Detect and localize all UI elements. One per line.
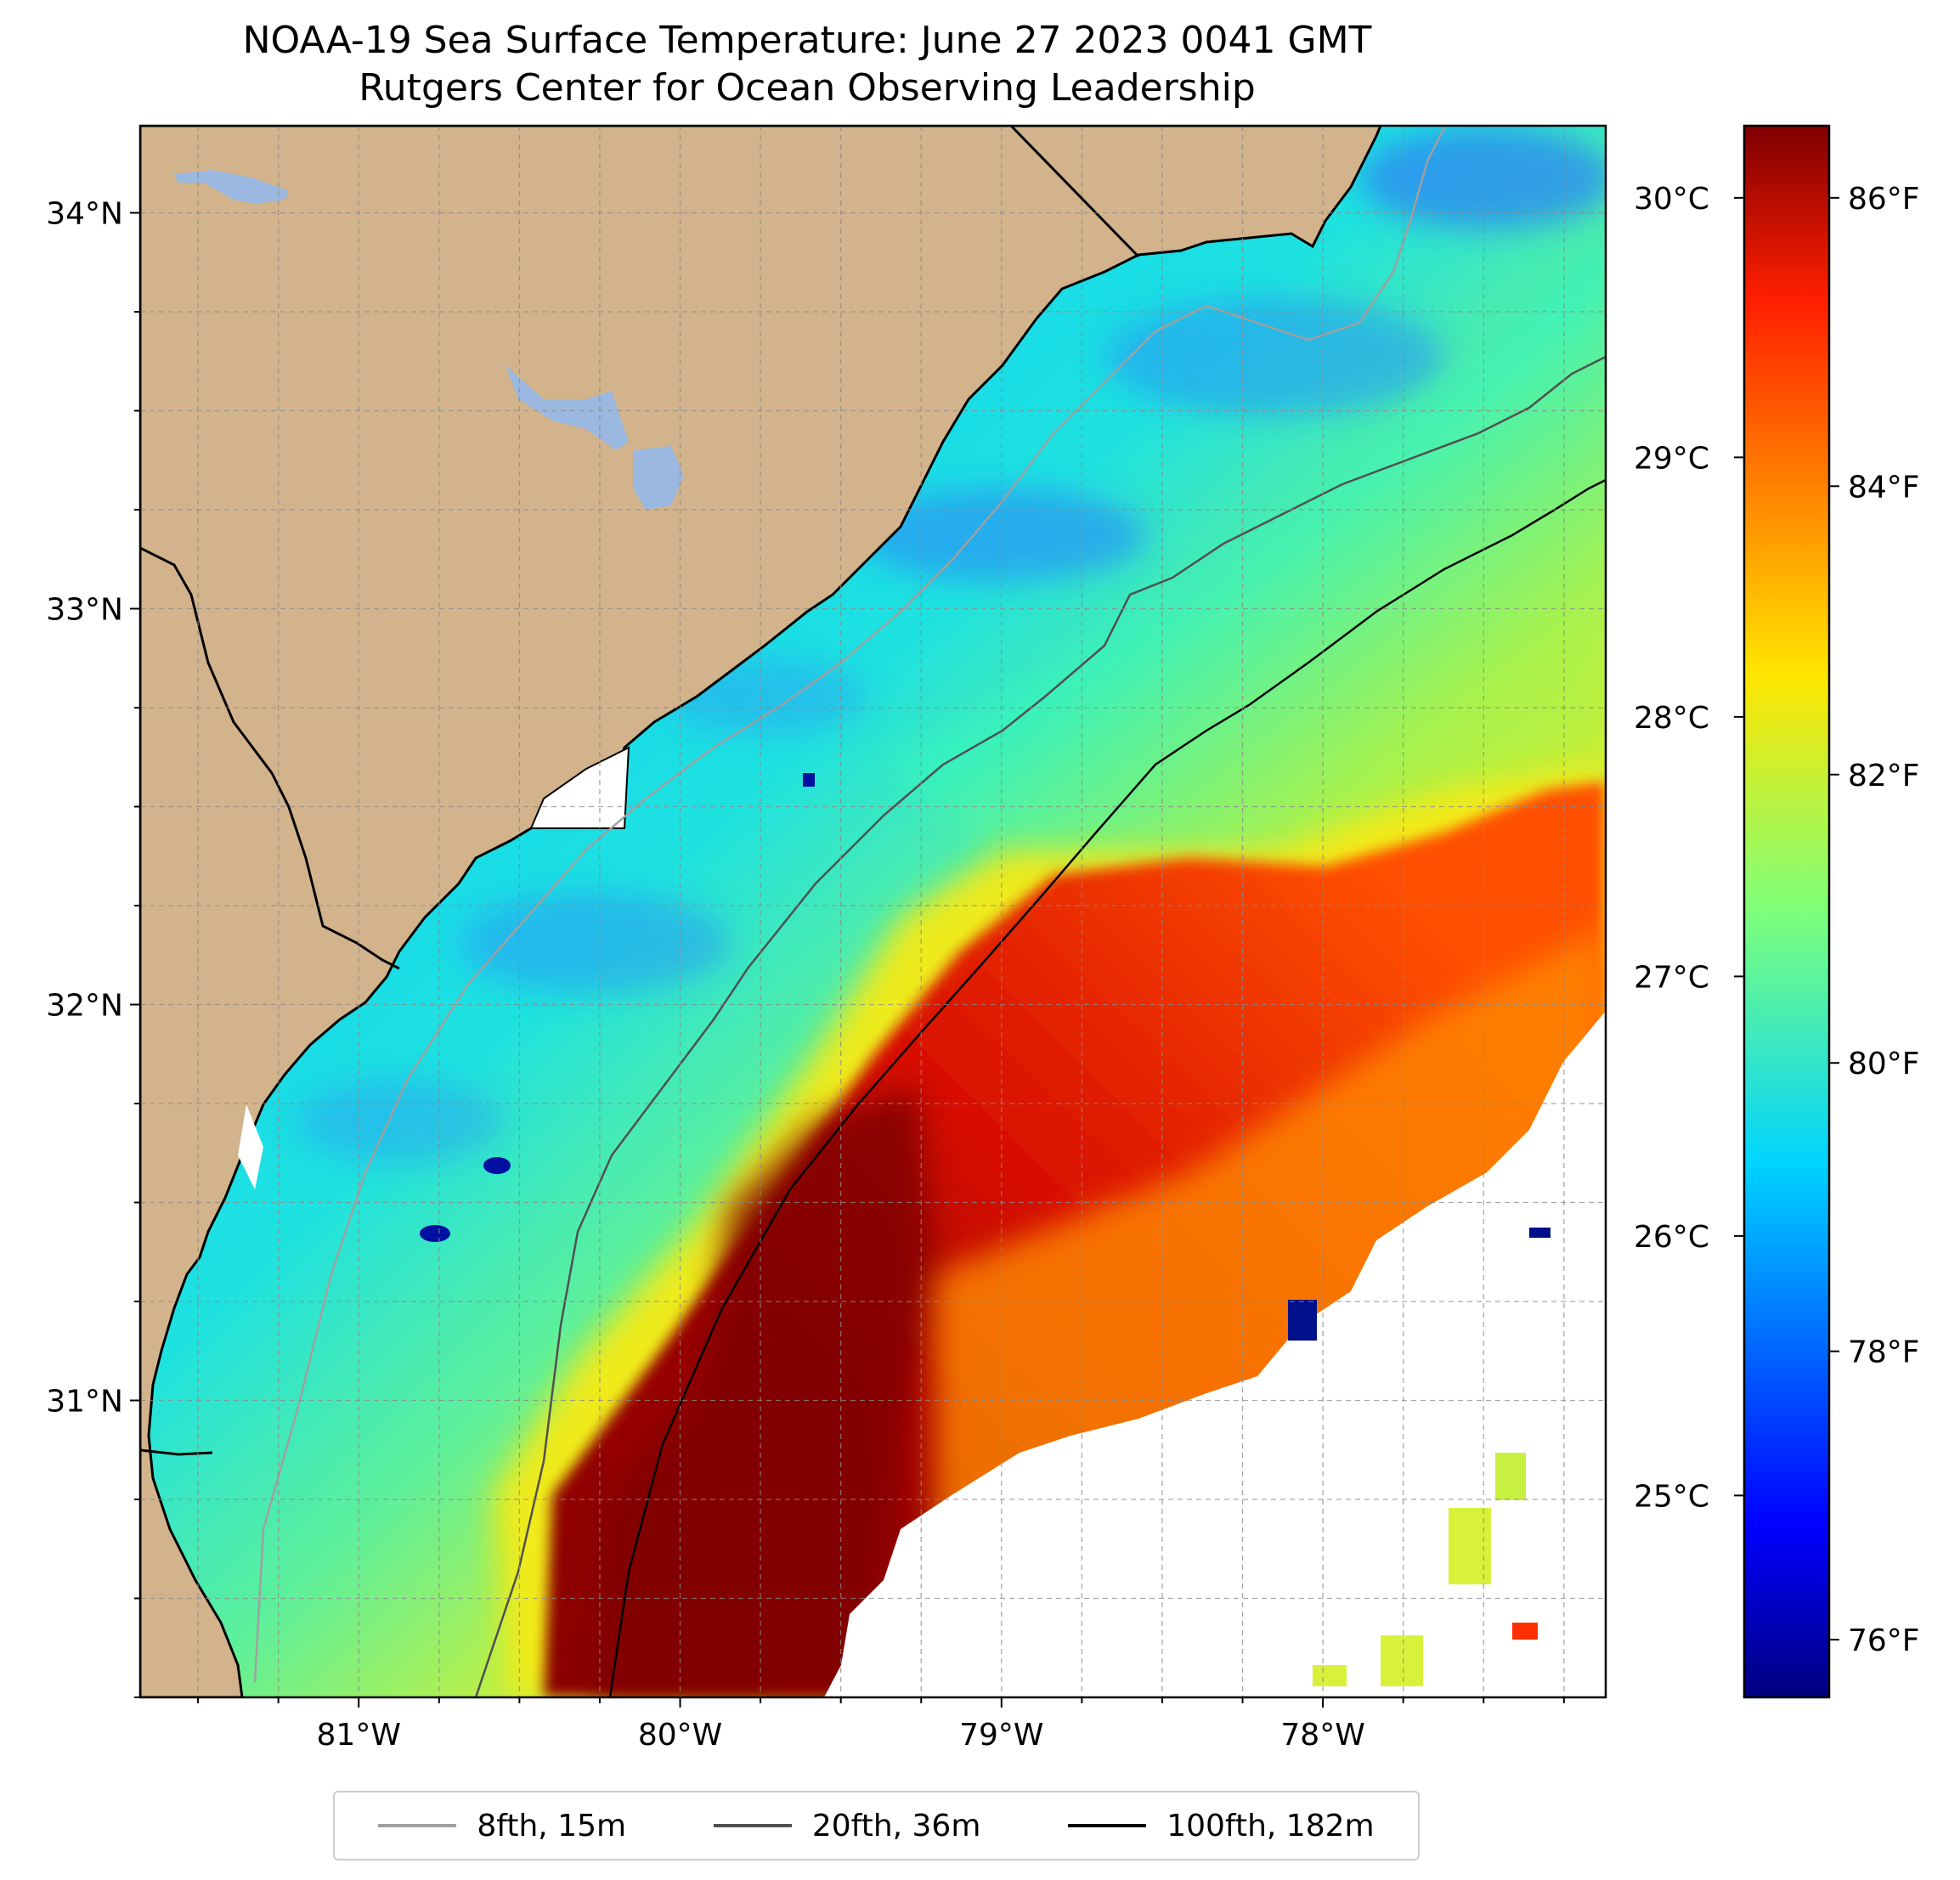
map-frame <box>138 124 1607 1699</box>
legend-label-8fth: 8fth, 15m <box>477 1808 627 1843</box>
lake <box>174 170 289 204</box>
legend-item-100fth: 100fth, 182m <box>1068 1808 1375 1843</box>
colorbar-f-label: 86°F <box>1848 182 1920 217</box>
isobath-8fth <box>253 127 1446 1683</box>
longitude-axis: 81°W 80°W 79°W 78°W <box>197 1697 1565 1753</box>
colorbar-c-label: 29°C <box>1634 441 1709 476</box>
colorbar-c-label: 25°C <box>1634 1479 1709 1514</box>
legend-label-20fth: 20fth, 36m <box>811 1808 981 1843</box>
colorbar-f-label: 82°F <box>1848 759 1920 793</box>
isobath-legend: 8fth, 15m 20fth, 36m 100fth, 182m <box>333 1791 1420 1860</box>
isobath-100fth <box>608 478 1606 1697</box>
map-area <box>140 126 1606 1697</box>
legend-line-100fth <box>1068 1824 1147 1827</box>
colorbar-c-label: 28°C <box>1634 701 1709 736</box>
lon-label: 80°W <box>638 1718 722 1753</box>
lon-label: 79°W <box>959 1718 1043 1753</box>
legend-label-100fth: 100fth, 182m <box>1166 1808 1375 1843</box>
colorbar-c-label: 26°C <box>1634 1220 1709 1255</box>
colorbar <box>1743 124 1831 1699</box>
colorbar-f-label: 76°F <box>1848 1623 1920 1658</box>
warm-speck <box>1512 1623 1538 1640</box>
legend-item-20fth: 20fth, 36m <box>713 1808 981 1843</box>
cold-speck <box>1288 1300 1317 1341</box>
lat-label: 32°N <box>46 989 123 1024</box>
lon-label: 81°W <box>317 1718 401 1753</box>
warm-speck <box>1381 1635 1423 1686</box>
colorbar-c-label: 27°C <box>1634 960 1709 995</box>
state-border-sc-ga <box>140 546 400 970</box>
colorbar-celsius-axis: 30°C 29°C 28°C 27°C 26°C 25°C <box>1634 182 1744 1514</box>
gulf-stream-core <box>595 1087 935 1697</box>
colorbar-c-label: 30°C <box>1634 182 1709 217</box>
warm-speck <box>1449 1508 1491 1584</box>
map-subtitle: Rutgers Center for Ocean Observing Leade… <box>359 66 1256 110</box>
cold-speck <box>803 773 815 787</box>
lake <box>633 446 684 510</box>
warm-speck <box>1313 1665 1347 1686</box>
warm-speck <box>1495 1453 1526 1500</box>
colorbar-f-label: 84°F <box>1848 470 1920 505</box>
cold-speck <box>1529 1228 1550 1238</box>
lat-label: 31°N <box>46 1385 123 1420</box>
no-data-inlet <box>238 1104 263 1189</box>
colorbar-f-label: 80°F <box>1848 1047 1920 1081</box>
latitude-axis: 34°N 33°N 32°N 31°N <box>46 197 140 1698</box>
isobath-20fth <box>474 355 1606 1697</box>
lake <box>506 365 629 450</box>
colorbar-fahrenheit-axis: 86°F 84°F 82°F 80°F 78°F 76°F <box>1829 182 1920 1658</box>
legend-line-8fth <box>378 1824 457 1827</box>
legend-item-8fth: 8fth, 15m <box>378 1809 626 1843</box>
state-border-nc-sc <box>1009 126 1140 258</box>
lat-label: 34°N <box>46 197 123 232</box>
cold-speck <box>420 1225 450 1242</box>
lon-label: 78°W <box>1280 1718 1364 1753</box>
colorbar-f-label: 78°F <box>1848 1335 1920 1370</box>
offshore-warm-band <box>884 238 1606 858</box>
cool-water-patches <box>297 127 1606 1164</box>
state-border-ga-fl <box>140 1448 213 1456</box>
map-title: NOAA-19 Sea Surface Temperature: June 27… <box>242 19 1372 62</box>
no-data-area <box>824 1011 1606 1697</box>
gridlines <box>140 126 1606 1697</box>
legend-line-20fth <box>713 1824 792 1827</box>
lat-label: 33°N <box>46 593 123 628</box>
cold-speck <box>483 1157 511 1174</box>
